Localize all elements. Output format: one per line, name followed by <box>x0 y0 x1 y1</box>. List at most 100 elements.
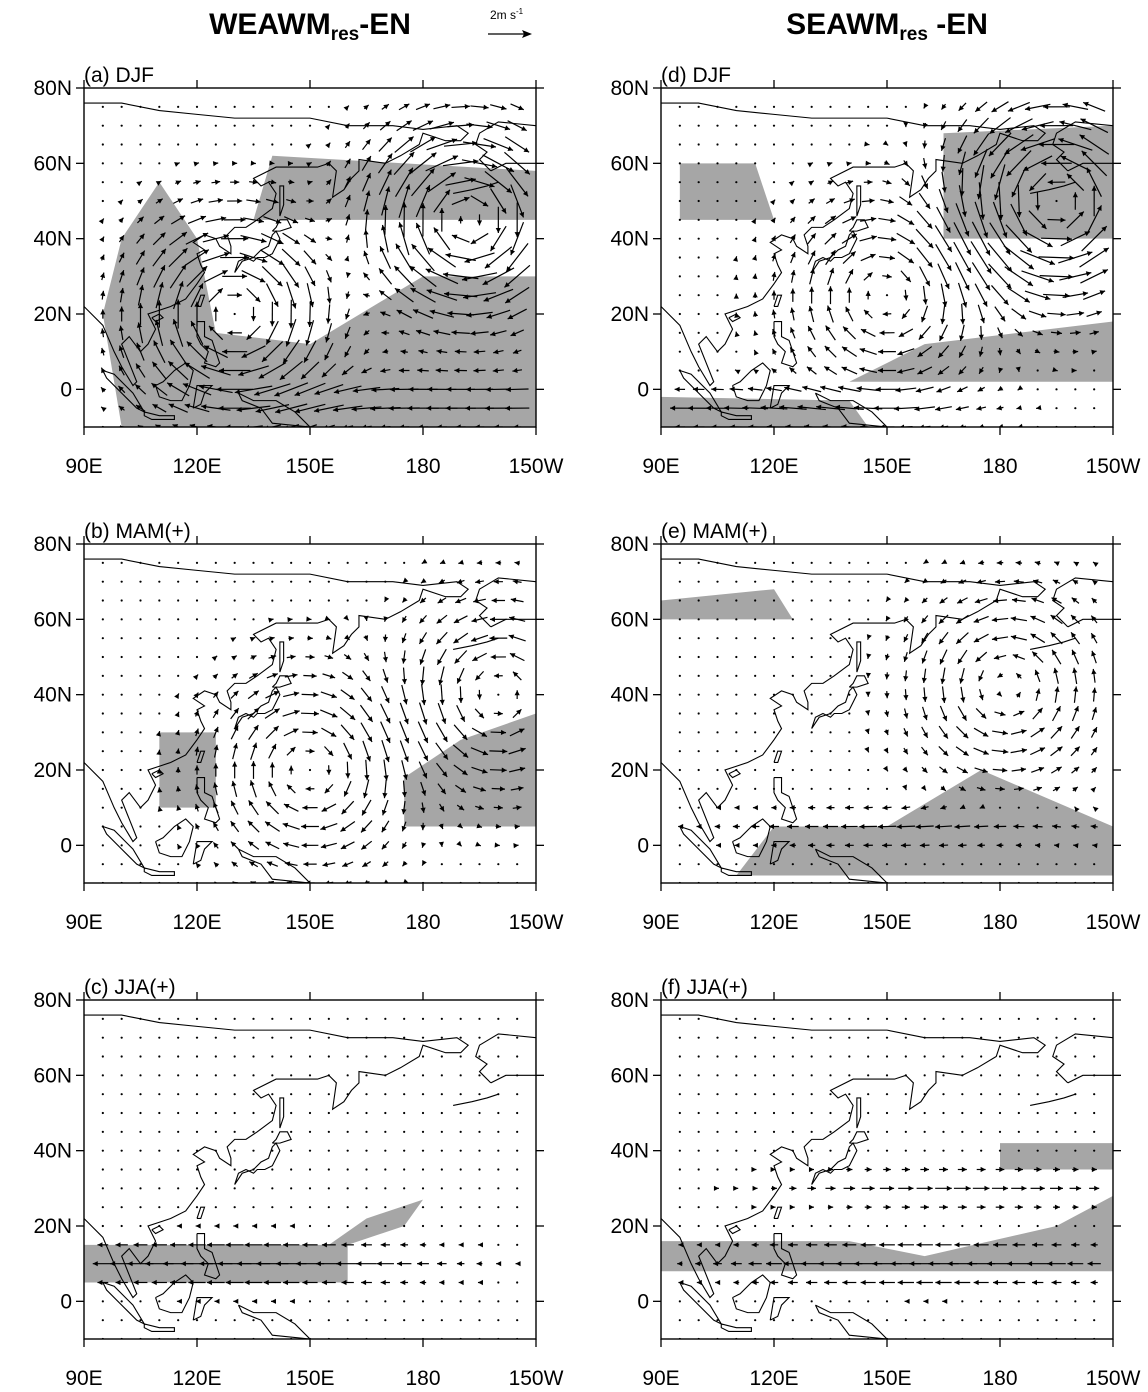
wind-vector-dot <box>233 1111 236 1115</box>
wind-vector-dot <box>139 1319 142 1322</box>
wind-vector-dot <box>101 674 104 677</box>
wind-vector <box>1091 706 1098 721</box>
wind-vector <box>401 760 408 780</box>
wind-vector-dot <box>1074 1130 1077 1133</box>
wind-vector-dot <box>440 1168 443 1171</box>
wind-vector <box>1030 747 1046 756</box>
wind-vector-dot <box>139 806 142 809</box>
wind-vector <box>1017 385 1024 391</box>
wind-vector <box>305 748 315 754</box>
wind-vector-dot <box>516 1036 519 1039</box>
wind-vector-dot <box>346 580 349 583</box>
wind-vector-dot <box>735 1074 738 1077</box>
wind-vector <box>227 292 242 298</box>
wind-vector <box>268 654 277 660</box>
wind-vector <box>733 293 739 299</box>
wind-vector-dot <box>885 863 889 866</box>
wind-vector <box>514 560 520 566</box>
wind-vector-dot <box>697 1206 700 1209</box>
wind-vector <box>212 161 219 167</box>
wind-vector-dot <box>791 787 794 790</box>
wind-vector-dot <box>791 561 794 564</box>
wind-vector <box>176 805 182 811</box>
wind-vector-dot <box>923 1093 926 1096</box>
wind-vector <box>958 578 967 584</box>
wind-vector-dot <box>195 561 199 564</box>
significance-region <box>159 732 216 808</box>
significance-region <box>661 1195 1113 1272</box>
wind-vector <box>282 339 300 364</box>
wind-vector <box>770 217 776 224</box>
wind-vector <box>439 684 445 705</box>
wind-vector-dot <box>290 561 293 564</box>
wind-vector-dot <box>848 1074 851 1077</box>
wind-vector <box>956 597 968 604</box>
wind-vector-dot <box>252 1017 255 1020</box>
wind-vector <box>184 249 210 266</box>
wind-vector <box>247 707 260 720</box>
wind-vector-dot <box>697 331 700 334</box>
wind-vector <box>979 803 986 809</box>
wind-vector-dot <box>829 561 832 564</box>
wind-vector-dot <box>810 1017 813 1020</box>
wind-vector-dot <box>139 674 142 677</box>
wind-vector <box>1051 597 1062 604</box>
wind-vector-dot <box>716 369 719 372</box>
wind-vector <box>489 767 507 773</box>
wind-vector <box>152 403 167 413</box>
wind-vector-dot <box>754 162 757 165</box>
wind-vector <box>1016 405 1022 411</box>
wind-vector <box>1072 192 1078 210</box>
wind-vector-dot <box>101 1187 104 1190</box>
wind-vector <box>415 184 431 218</box>
wind-vector <box>733 1279 740 1286</box>
wind-vector <box>466 123 493 130</box>
wind-vector <box>271 1298 277 1304</box>
wind-vector <box>491 597 506 604</box>
wind-vector-dot <box>678 1206 681 1209</box>
wind-vector <box>973 1242 989 1248</box>
wind-vector <box>935 1279 952 1286</box>
wind-vector-dot <box>923 1149 926 1152</box>
wind-vector <box>940 667 946 685</box>
wind-vector-dot <box>980 1074 983 1077</box>
wind-vector-dot <box>885 124 889 127</box>
wind-vector <box>258 362 287 379</box>
wind-vector-dot <box>772 1224 776 1228</box>
wind-vector-dot <box>961 1319 964 1322</box>
wind-vector <box>402 860 408 867</box>
wind-vector-dot <box>384 1187 387 1190</box>
wind-vector <box>100 272 106 281</box>
wind-vector <box>417 367 429 374</box>
wind-vector-dot <box>346 1017 349 1020</box>
wind-vector <box>167 360 189 381</box>
wind-vector <box>1041 160 1072 166</box>
wind-vector <box>1047 217 1066 223</box>
wind-vector <box>997 347 1003 356</box>
wind-vector-dot <box>772 1319 776 1322</box>
wind-vector <box>973 747 989 755</box>
wind-vector <box>808 842 816 848</box>
wind-vector-dot <box>271 1187 274 1190</box>
wind-vector-dot <box>735 787 738 790</box>
wind-vector <box>324 746 334 757</box>
wind-vector <box>1020 250 1056 265</box>
wind-vector <box>119 269 125 283</box>
coastline <box>728 313 742 323</box>
wind-vector-dot <box>942 1036 945 1039</box>
lon-tick-label: 150E <box>862 911 911 934</box>
wind-vector-dot <box>867 580 870 583</box>
coastline <box>773 294 783 308</box>
wind-vector-dot <box>980 1111 983 1115</box>
wind-vector <box>996 405 1004 411</box>
wind-vector <box>696 823 702 830</box>
wind-vector-dot <box>308 1036 312 1039</box>
wind-vector <box>263 216 282 224</box>
wind-vector-dot <box>478 1055 481 1058</box>
wind-vector <box>733 274 739 281</box>
coastline <box>720 1323 752 1333</box>
wind-vector-dot <box>308 1319 312 1322</box>
wind-vector <box>1010 616 1028 622</box>
wind-vector <box>1011 308 1027 320</box>
